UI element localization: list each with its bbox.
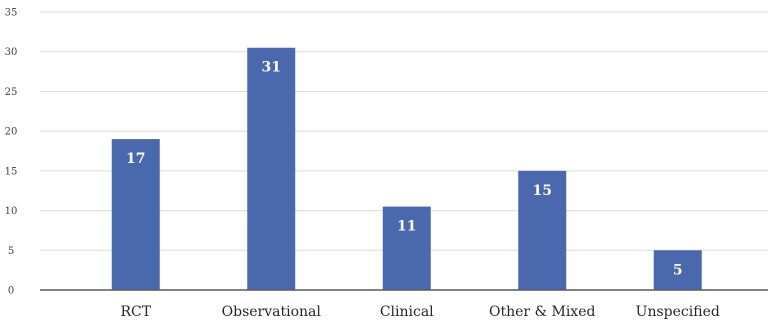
bar — [653, 250, 702, 290]
bars — [111, 47, 702, 290]
y-tick-label: 0 — [8, 286, 14, 297]
bar — [518, 170, 567, 290]
labels: 0 5 10 15 20 25 30 35 17 RCT 31 Observational 11 Clin… — [5, 8, 720, 321]
y-tick-label: 5 — [8, 246, 14, 257]
grid — [40, 11, 768, 251]
y-tick-label: 30 — [5, 47, 18, 58]
data-label: 5 — [673, 262, 683, 278]
bar — [111, 139, 160, 290]
x-tick-label: Clinical — [380, 304, 434, 320]
data-label: 11 — [397, 219, 416, 235]
data-label: 31 — [262, 60, 281, 76]
y-tick-label: 15 — [5, 166, 18, 177]
x-tick-label: Observational — [222, 304, 322, 320]
y-tick-label: 20 — [5, 127, 18, 138]
data-label: 15 — [533, 183, 552, 199]
bar — [247, 47, 296, 290]
y-tick-label: 10 — [5, 206, 18, 217]
y-tick-label: 25 — [5, 87, 18, 98]
data-label: 17 — [126, 151, 145, 167]
y-tick-label: 35 — [5, 8, 18, 19]
bar — [382, 206, 431, 290]
x-tick-label: RCT — [120, 304, 151, 320]
x-tick-label: Other & Mixed — [489, 304, 595, 320]
x-tick-label: Unspecified — [636, 304, 720, 320]
